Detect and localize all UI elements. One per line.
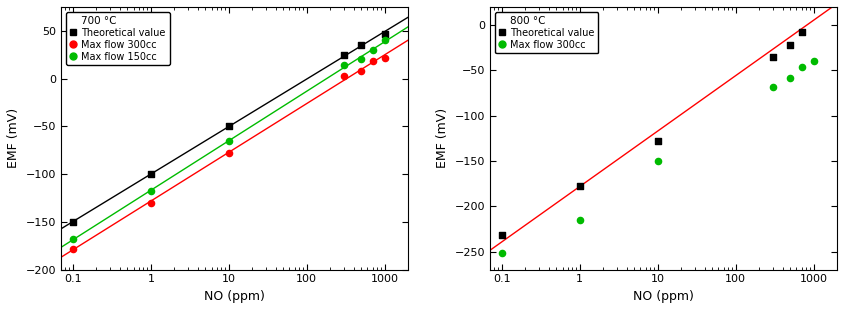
- Y-axis label: EMF (mV): EMF (mV): [436, 108, 449, 168]
- Y-axis label: EMF (mV): EMF (mV): [7, 108, 20, 168]
- Point: [495, 251, 509, 256]
- Point: [144, 189, 158, 194]
- Point: [573, 217, 587, 222]
- Point: [354, 43, 368, 48]
- Point: [651, 158, 664, 163]
- Point: [378, 31, 392, 36]
- Point: [222, 124, 235, 129]
- Point: [222, 138, 235, 143]
- Point: [766, 54, 780, 59]
- Point: [144, 172, 158, 177]
- Point: [365, 59, 379, 64]
- Point: [783, 42, 797, 47]
- Point: [807, 59, 820, 64]
- Point: [573, 184, 587, 189]
- Point: [365, 47, 379, 52]
- Legend: 700 °C, Theoretical value, Max flow 300cc, Max flow 150cc: 700 °C, Theoretical value, Max flow 300c…: [66, 12, 170, 65]
- Point: [222, 151, 235, 156]
- Point: [354, 69, 368, 73]
- Point: [766, 84, 780, 89]
- X-axis label: NO (ppm): NO (ppm): [204, 290, 265, 303]
- X-axis label: NO (ppm): NO (ppm): [633, 290, 694, 303]
- Point: [144, 200, 158, 205]
- Point: [378, 55, 392, 60]
- Point: [795, 30, 809, 35]
- Point: [337, 63, 350, 68]
- Point: [66, 237, 79, 241]
- Point: [66, 219, 79, 224]
- Point: [795, 64, 809, 69]
- Point: [378, 38, 392, 43]
- Point: [354, 57, 368, 62]
- Point: [337, 73, 350, 78]
- Point: [651, 139, 664, 144]
- Point: [337, 52, 350, 57]
- Legend: 800 °C, Theoretical value, Max flow 300cc: 800 °C, Theoretical value, Max flow 300c…: [495, 12, 598, 53]
- Point: [495, 233, 509, 238]
- Point: [783, 75, 797, 80]
- Point: [66, 246, 79, 251]
